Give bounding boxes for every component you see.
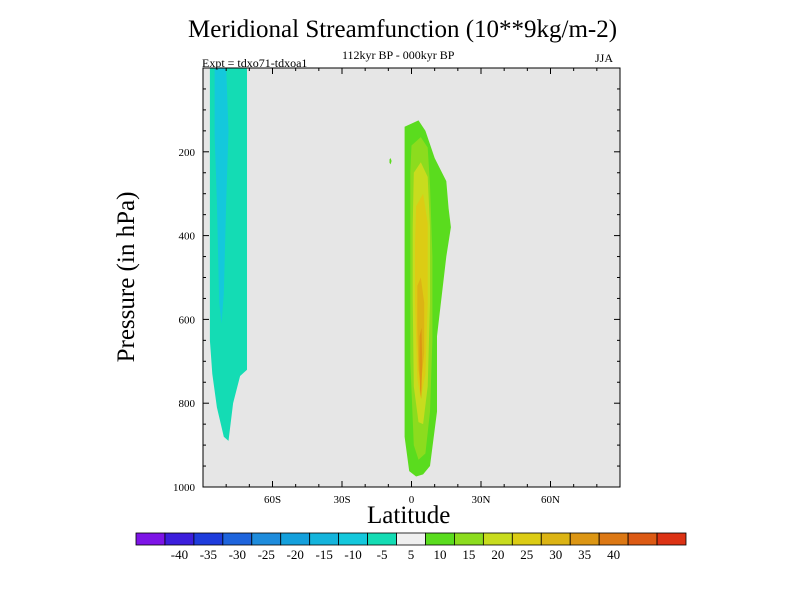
x-tick-label: 60S xyxy=(264,494,281,506)
chart-subtitle: 112kyr BP - 000kyr BP xyxy=(342,48,455,62)
colorbar-label: -35 xyxy=(200,547,217,562)
colorbar-swatch xyxy=(222,532,253,546)
colorbar-label: -40 xyxy=(171,547,188,562)
experiment-label: Expt = tdxo71-tdxoa1 xyxy=(202,56,308,70)
chart-title: Meridional Streamfunction (10**9kg/m-2) xyxy=(188,16,618,43)
colorbar-swatch xyxy=(396,532,426,546)
colorbar-label: 10 xyxy=(433,547,446,562)
colorbar-label: 40 xyxy=(607,547,620,562)
y-tick-label: 200 xyxy=(179,147,196,159)
colorbar-swatch xyxy=(598,532,629,546)
colorbar-swatch xyxy=(627,532,658,546)
colorbar-label: -15 xyxy=(315,547,332,562)
colorbar-label: -30 xyxy=(229,547,246,562)
colorbar-swatch xyxy=(540,532,571,546)
colorbar: -40 -35 -30 -25 -20 -15 -10 -5 5 10 15 20 25 30 35 40 xyxy=(135,532,687,562)
colorbar-label: 5 xyxy=(408,547,415,562)
colorbar-swatch xyxy=(280,532,311,546)
colorbar-label: 25 xyxy=(520,547,533,562)
colorbar-label: -20 xyxy=(287,547,304,562)
colorbar-swatch xyxy=(338,532,368,546)
contour-isolated-positive-dot xyxy=(389,158,392,165)
colorbar-swatch xyxy=(135,532,166,546)
colorbar-label: -10 xyxy=(344,547,361,562)
colorbar-label: -5 xyxy=(377,547,388,562)
colorbar-label: 15 xyxy=(462,547,475,562)
x-tick-label: 60N xyxy=(541,494,560,506)
colorbar-swatch xyxy=(454,532,484,546)
contour-southern-negative-core xyxy=(214,68,229,324)
season-label: JJA xyxy=(595,51,614,65)
colorbar-swatch xyxy=(656,532,687,546)
y-tick-label: 600 xyxy=(179,314,196,326)
colorbar-swatch xyxy=(425,532,455,546)
colorbar-swatch xyxy=(511,532,542,546)
colorbar-label: 35 xyxy=(578,547,591,562)
colorbar-swatch xyxy=(569,532,600,546)
y-tick-label: 800 xyxy=(179,398,196,410)
colorbar-label: 20 xyxy=(491,547,504,562)
y-tick-label: 400 xyxy=(179,231,196,243)
x-tick-label: 0 xyxy=(409,494,415,506)
colorbar-swatch xyxy=(482,532,513,546)
contour-tropical-positive-cell-30 xyxy=(419,327,423,399)
colorbar-swatch xyxy=(251,532,282,546)
colorbar-swatch xyxy=(164,532,195,546)
colorbar-label: 30 xyxy=(549,547,562,562)
colorbar-swatch xyxy=(367,532,397,546)
y-tick-label: 1000 xyxy=(173,482,196,494)
x-tick-label: 30N xyxy=(472,494,491,506)
contour-regions xyxy=(209,68,451,477)
y-axis-title: Pressure (in hPa) xyxy=(113,191,140,363)
colorbar-label: -25 xyxy=(258,547,275,562)
colorbar-swatch xyxy=(309,532,340,546)
colorbar-swatch xyxy=(193,532,224,546)
x-axis-title: Latitude xyxy=(367,502,451,529)
x-tick-label: 30S xyxy=(333,494,350,506)
